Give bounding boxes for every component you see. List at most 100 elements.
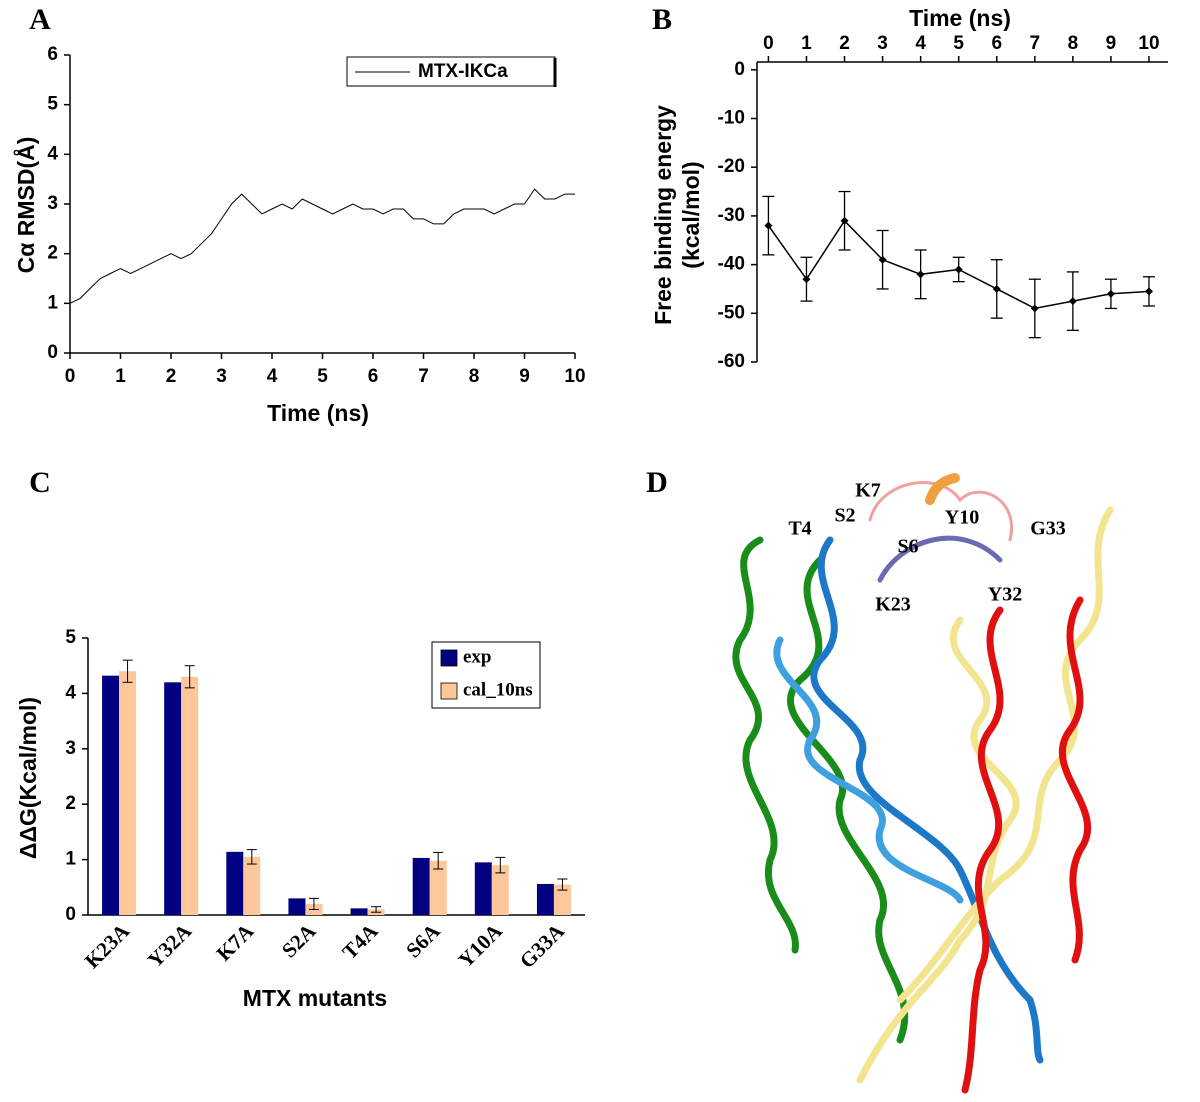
y-tick-label: 2: [47, 243, 58, 264]
bar: [181, 676, 199, 915]
x-tick-label: T4A: [337, 918, 383, 964]
x-tick-label: S6A: [401, 918, 445, 962]
residue-label: G33: [1030, 518, 1066, 540]
legend-label: cal_10ns: [463, 679, 533, 700]
error-bar: [246, 849, 257, 865]
bar: [429, 860, 447, 915]
y-tick-label: 4: [65, 682, 76, 703]
bar: [412, 857, 430, 915]
y-tick-label: 1: [47, 292, 58, 313]
point-marker: [916, 270, 925, 279]
legend-swatch: [440, 682, 458, 700]
x-tick-label: 2: [166, 366, 177, 387]
x-tick-label: 10: [564, 366, 585, 387]
residue-label: S6: [897, 536, 918, 558]
x-tick-label: 9: [519, 366, 530, 387]
y-tick-label: 1: [65, 849, 76, 870]
y-tick-label: 6: [47, 44, 58, 65]
error-bar: [308, 897, 319, 910]
legend-swatch: [440, 649, 458, 667]
error-bar: [184, 665, 195, 689]
point-marker: [802, 275, 811, 284]
x-tick-label: 0: [65, 366, 76, 387]
point-marker: [1068, 297, 1077, 306]
residue-label: T4: [788, 518, 811, 540]
residue-label: S2: [834, 505, 855, 527]
x-tick-label: 3: [877, 33, 888, 54]
x-tick-label: 9: [1106, 33, 1117, 54]
point-marker: [992, 284, 1001, 293]
y-axis-title: Cα RMSD(Å): [12, 137, 39, 274]
y-axis-title: ΔΔG(Kcal/mol): [15, 697, 41, 859]
error-bar: [557, 878, 568, 891]
y-axis-title: (kcal/mol): [678, 161, 704, 268]
y-tick-label: 3: [65, 738, 76, 759]
panel-label: A: [29, 3, 51, 36]
x-tick-label: K7A: [212, 918, 259, 965]
error-bar: [495, 856, 506, 874]
error-bar: [122, 659, 133, 683]
y-tick-label: 2: [65, 793, 76, 814]
x-tick-label: 5: [953, 33, 964, 54]
residue-label: Y32: [988, 584, 1022, 606]
x-tick-label: 10: [1138, 33, 1159, 54]
x-tick-label: 4: [267, 366, 278, 387]
x-tick-label: 8: [1068, 33, 1079, 54]
y-tick-label: -10: [718, 108, 745, 129]
x-tick-label: Y32A: [143, 918, 197, 972]
y-tick-label: 3: [47, 193, 58, 214]
x-tick-label: 1: [801, 33, 812, 54]
y-tick-label: -60: [718, 351, 745, 372]
bar: [226, 851, 244, 915]
y-tick-label: -40: [718, 254, 745, 275]
point-marker: [1106, 289, 1115, 298]
y-tick-label: -50: [718, 302, 745, 323]
x-tick-label: 8: [469, 366, 480, 387]
panel-label: C: [29, 466, 51, 499]
x-tick-label: 4: [915, 33, 926, 54]
x-tick-label: K23A: [80, 918, 135, 973]
point-marker: [1144, 287, 1153, 296]
residue-label: K7: [855, 480, 881, 502]
y-tick-label: 5: [47, 94, 58, 115]
y-tick-label: 4: [47, 143, 58, 164]
y-tick-label: -30: [718, 205, 745, 226]
y-tick-label: -20: [718, 156, 745, 177]
x-tick-label: G33A: [515, 918, 570, 973]
panel-label: B: [652, 3, 672, 36]
bar: [536, 883, 554, 915]
bar: [164, 682, 182, 915]
x-tick-label: 7: [1030, 33, 1041, 54]
bar: [119, 671, 137, 915]
bar: [350, 908, 368, 915]
y-tick-label: 0: [65, 904, 76, 925]
legend-label: exp: [463, 646, 492, 667]
y-tick-label: 0: [47, 342, 58, 363]
point-marker: [840, 216, 849, 225]
y-axis-title: Free binding energy: [650, 105, 676, 325]
data-line: [69, 188, 575, 304]
x-axis-title: Time (ns): [909, 5, 1011, 31]
y-tick-label: 5: [65, 627, 76, 648]
x-axis-title: MTX mutants: [243, 985, 387, 1011]
point-marker: [878, 255, 887, 264]
y-tick-label: 0: [734, 59, 745, 80]
x-tick-label: S2A: [277, 918, 321, 962]
x-tick-label: 7: [418, 366, 429, 387]
point-marker: [764, 221, 773, 230]
structure-drawing: [732, 473, 1114, 1094]
legend-label: MTX-IKCa: [418, 61, 508, 82]
x-tick-label: 2: [839, 33, 850, 54]
bar: [553, 884, 571, 915]
x-axis-title: Time (ns): [267, 400, 369, 426]
error-bar: [371, 906, 382, 913]
bar: [102, 675, 120, 915]
x-tick-label: 1: [115, 366, 126, 387]
x-tick-label: 3: [216, 366, 227, 387]
residue-label: Y10: [945, 507, 979, 529]
panel-label: D: [646, 466, 668, 499]
x-tick-label: Y10A: [453, 918, 507, 972]
point-marker: [1030, 304, 1039, 313]
residue-label: K23: [875, 594, 911, 616]
